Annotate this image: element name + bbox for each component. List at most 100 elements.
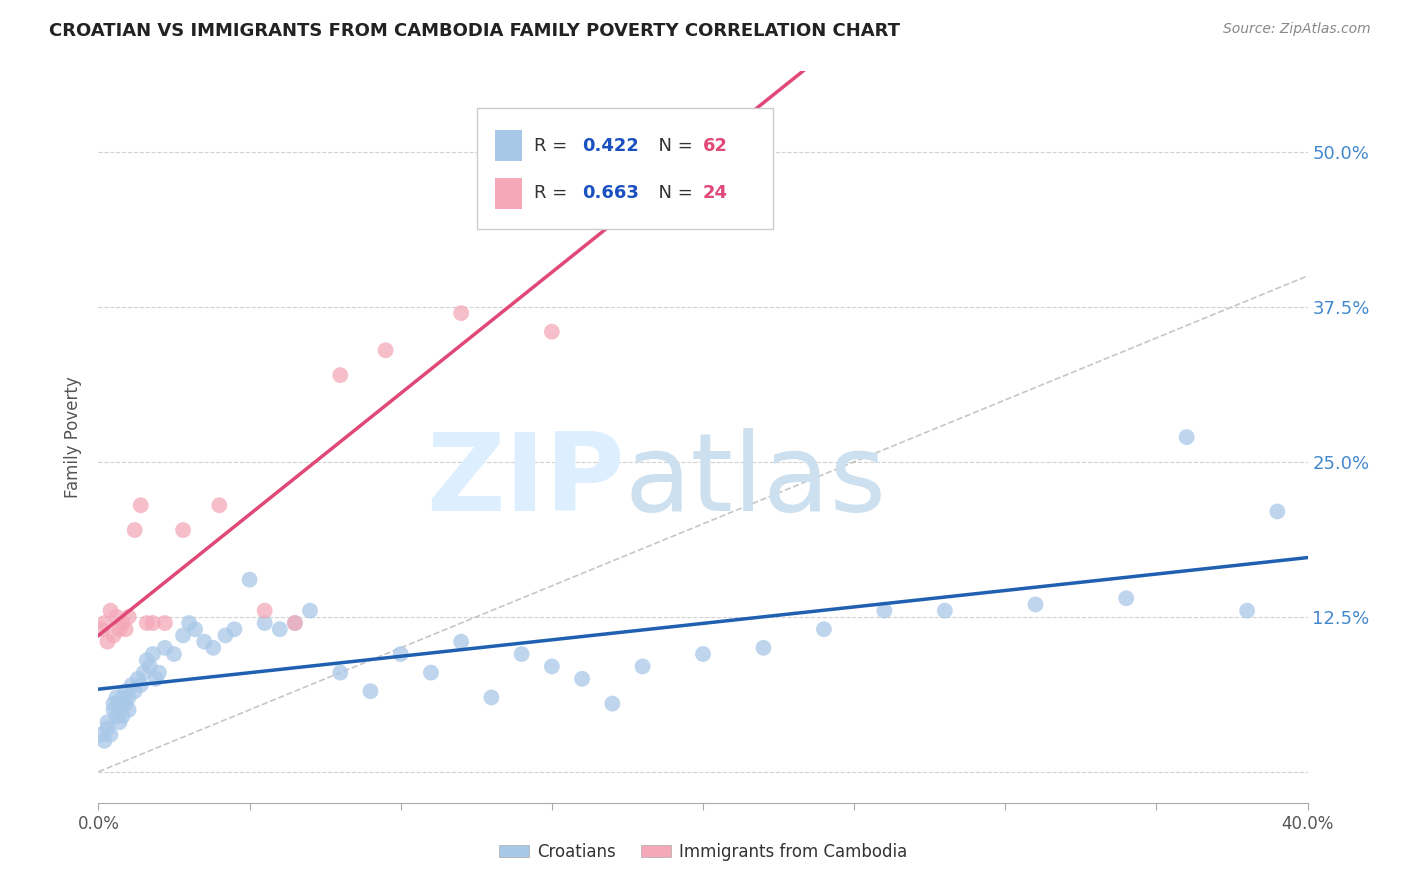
Text: 0.663: 0.663: [582, 185, 638, 202]
Point: [193, 634, 215, 648]
Text: 24: 24: [703, 185, 728, 202]
Point: [135, 653, 157, 667]
Point: [481, 690, 503, 705]
Point: [142, 647, 165, 661]
Point: [114, 697, 136, 711]
Point: [1115, 591, 1137, 606]
Point: [90, 728, 112, 742]
Point: [631, 659, 654, 673]
Point: [172, 628, 194, 642]
Point: [108, 697, 131, 711]
Point: [96, 715, 118, 730]
Legend: Croatians, Immigrants from Cambodia: Croatians, Immigrants from Cambodia: [492, 837, 914, 868]
Point: [224, 622, 246, 636]
Point: [239, 573, 262, 587]
Point: [202, 640, 225, 655]
Point: [108, 715, 131, 730]
Point: [129, 498, 152, 512]
Point: [299, 604, 322, 618]
Point: [153, 615, 176, 630]
Point: [1175, 430, 1198, 444]
Point: [145, 672, 167, 686]
Point: [135, 615, 157, 630]
Point: [129, 678, 152, 692]
Point: [1236, 604, 1258, 618]
Point: [96, 722, 118, 736]
Point: [873, 604, 896, 618]
Point: [253, 604, 276, 618]
Point: [103, 697, 125, 711]
Point: [127, 672, 149, 686]
Text: 62: 62: [703, 136, 728, 154]
Point: [540, 659, 562, 673]
Point: [124, 684, 146, 698]
Point: [184, 622, 207, 636]
Point: [389, 647, 412, 661]
Point: [124, 523, 146, 537]
Point: [571, 672, 593, 686]
Point: [214, 628, 236, 642]
Point: [1267, 504, 1289, 518]
Point: [105, 610, 128, 624]
Point: [93, 734, 115, 748]
Point: [813, 622, 835, 636]
Point: [450, 306, 472, 320]
Point: [105, 709, 128, 723]
Point: [1024, 598, 1046, 612]
FancyBboxPatch shape: [495, 178, 522, 209]
Point: [269, 622, 291, 636]
Point: [360, 684, 382, 698]
Point: [420, 665, 443, 680]
Point: [540, 325, 562, 339]
Point: [148, 665, 170, 680]
Point: [118, 610, 141, 624]
Point: [105, 690, 128, 705]
Point: [100, 604, 122, 618]
Text: N =: N =: [647, 136, 699, 154]
Point: [96, 634, 118, 648]
Point: [121, 678, 143, 692]
Text: ZIP: ZIP: [426, 428, 624, 534]
Point: [172, 523, 194, 537]
Point: [118, 703, 141, 717]
Point: [329, 665, 352, 680]
Point: [374, 343, 396, 358]
Text: N =: N =: [647, 185, 699, 202]
Point: [100, 728, 122, 742]
Point: [752, 640, 775, 655]
Text: CROATIAN VS IMMIGRANTS FROM CAMBODIA FAMILY POVERTY CORRELATION CHART: CROATIAN VS IMMIGRANTS FROM CAMBODIA FAM…: [49, 22, 900, 40]
Point: [208, 498, 231, 512]
Text: 0.422: 0.422: [582, 136, 638, 154]
Text: atlas: atlas: [624, 428, 886, 534]
Point: [692, 647, 714, 661]
FancyBboxPatch shape: [495, 130, 522, 161]
Point: [103, 703, 125, 717]
Point: [329, 368, 352, 383]
Point: [510, 647, 533, 661]
Point: [111, 690, 134, 705]
Y-axis label: Family Poverty: Family Poverty: [65, 376, 83, 498]
Point: [118, 690, 141, 705]
FancyBboxPatch shape: [477, 108, 773, 228]
Point: [153, 640, 176, 655]
Point: [163, 647, 186, 661]
Text: R =: R =: [534, 185, 572, 202]
Point: [602, 697, 624, 711]
Point: [934, 604, 956, 618]
Point: [111, 709, 134, 723]
Point: [284, 615, 307, 630]
Point: [114, 622, 136, 636]
Point: [111, 615, 134, 630]
Point: [142, 615, 165, 630]
Point: [284, 615, 307, 630]
Text: Source: ZipAtlas.com: Source: ZipAtlas.com: [1223, 22, 1371, 37]
Point: [108, 622, 131, 636]
Point: [93, 615, 115, 630]
Point: [114, 684, 136, 698]
Text: R =: R =: [534, 136, 572, 154]
Point: [179, 615, 201, 630]
Point: [139, 659, 162, 673]
Point: [132, 665, 155, 680]
Point: [571, 194, 593, 209]
Point: [450, 634, 472, 648]
